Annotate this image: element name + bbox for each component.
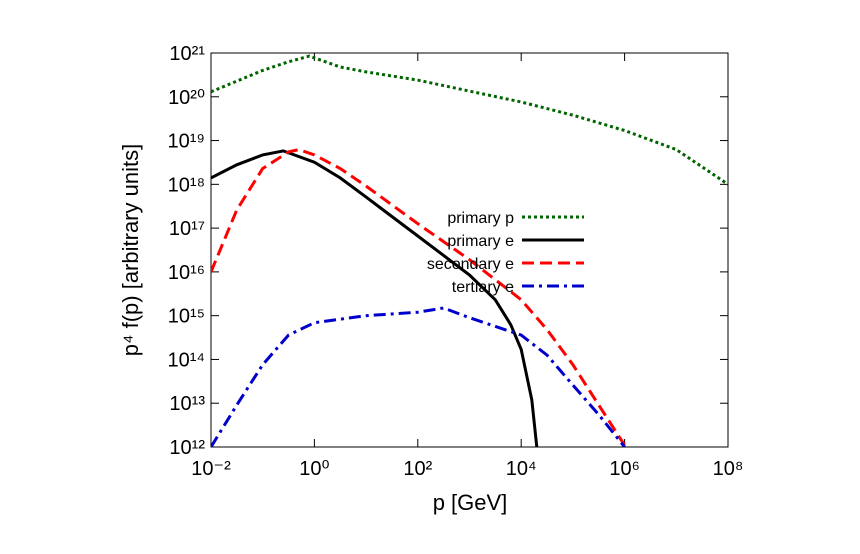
y-tick-label: 10¹⁵ — [168, 306, 205, 328]
x-axis-label: p [GeV] — [433, 490, 508, 515]
legend-label: primary e — [447, 233, 514, 250]
y-tick-label: 10¹⁷ — [169, 218, 205, 240]
x-tick-label: 10⁴ — [506, 458, 537, 480]
y-tick-label: 10²¹ — [169, 43, 205, 65]
y-tick-label: 10¹⁴ — [168, 349, 206, 371]
y-tick-label: 10²⁰ — [168, 87, 205, 109]
y-tick-label: 10¹³ — [169, 393, 205, 415]
x-tick-label: 10⁻² — [191, 458, 231, 480]
y-tick-label: 10¹⁸ — [168, 174, 205, 196]
series-line — [211, 54, 728, 186]
y-tick-label: 10¹⁹ — [168, 131, 205, 153]
plot-area — [211, 54, 728, 447]
plot-frame — [210, 52, 729, 448]
x-tick-label: 10² — [403, 458, 432, 480]
y-tick-label: 10¹² — [169, 437, 205, 459]
x-tick-label: 10⁸ — [713, 458, 744, 480]
legend-label: primary p — [447, 210, 514, 227]
legend-label: tertiary e — [452, 279, 514, 296]
y-tick-label: 10¹⁶ — [168, 262, 205, 284]
series-line — [211, 306, 626, 447]
x-tick-label: 10⁰ — [299, 458, 329, 480]
x-tick-label: 10⁶ — [609, 458, 639, 480]
series-line — [211, 149, 539, 447]
legend-label: secondary e — [427, 256, 514, 273]
series-line — [211, 148, 626, 447]
y-axis-label: p⁴ f(p) [arbitrary units] — [118, 144, 143, 356]
